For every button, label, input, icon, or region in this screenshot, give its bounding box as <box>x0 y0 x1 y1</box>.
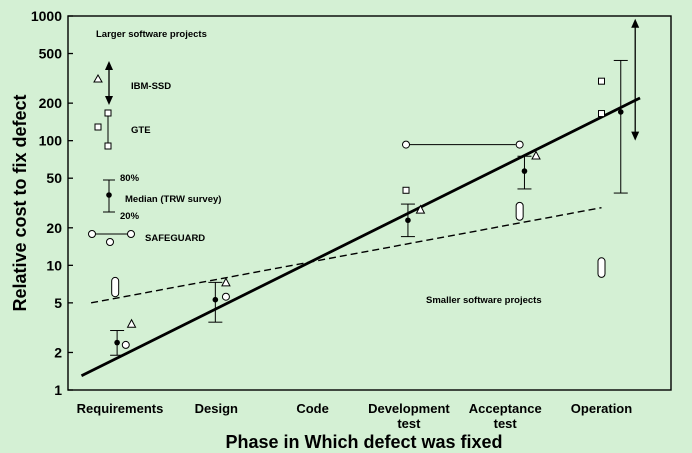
x-category-label: Design <box>195 401 238 416</box>
y-axis-ticks: 1 2 5 10 20 50 100 200 500 1000 <box>31 8 73 398</box>
x-axis-categories: Requirements Design Code DevelopmenttestAcc… <box>77 401 633 431</box>
range-bars <box>110 18 640 356</box>
ibm-ssd-triangle-marker <box>126 318 137 328</box>
gte-square-marker <box>402 186 410 194</box>
x-axis-label: Phase in Which defect was fixed <box>225 432 502 452</box>
y-tick-label: 100 <box>39 133 63 149</box>
x-category-label: Acceptance <box>469 401 542 416</box>
legend-ibm-ssd: IBM-SSD <box>131 81 171 92</box>
median-dot-marker <box>114 339 120 346</box>
small-project-range-bar <box>111 276 120 298</box>
legend-gte: GTE <box>131 125 151 136</box>
legend-gte-square-top <box>104 109 112 117</box>
legend-ibm-arrow-down <box>105 96 113 105</box>
y-tick-label: 10 <box>46 257 62 273</box>
x-category-label: Operation <box>571 401 632 416</box>
safeguard-circle-marker <box>221 292 230 301</box>
median-dot-marker <box>212 296 219 303</box>
legend-20-percent: 20% <box>120 211 140 222</box>
y-tick-label: 500 <box>39 46 63 62</box>
small-projects-trend-line <box>90 206 602 304</box>
median-dot-marker <box>617 109 624 115</box>
legend: Larger software projects IBM-SSD GTE 80%… <box>88 29 221 246</box>
safeguard-circle-marker <box>515 140 524 149</box>
x-category-label: Development <box>368 401 450 416</box>
gte-square-marker <box>598 110 605 118</box>
plot-area <box>67 15 672 391</box>
large-project-arrow-up <box>631 18 640 28</box>
y-axis-label: Relative cost to fix defect <box>10 94 30 311</box>
gte-square-marker <box>598 77 605 85</box>
ibm-ssd-triangle-marker <box>531 150 541 160</box>
y-tick-label: 2 <box>54 344 62 360</box>
y-tick-label: 5 <box>54 295 62 311</box>
x-category-label: Code <box>296 401 329 416</box>
legend-gte-square-bottom <box>104 142 112 150</box>
legend-safeguard-circle-right <box>127 230 135 238</box>
legend-median-trw: Median (TRW survey) <box>125 194 221 205</box>
legend-larger-projects: Larger software projects <box>96 29 207 40</box>
legend-circle-marker <box>106 238 114 246</box>
small-project-range-bar <box>515 201 524 221</box>
legend-triangle-marker <box>93 73 103 83</box>
y-tick-label: 200 <box>39 95 63 111</box>
legend-median-dot <box>106 192 112 198</box>
safeguard-circle-marker <box>121 340 130 349</box>
data-markers <box>114 77 624 349</box>
large-projects-trend-line <box>80 96 641 378</box>
ibm-ssd-triangle-marker <box>415 204 426 214</box>
large-project-arrow-down <box>631 131 640 141</box>
trend-lines <box>80 96 641 378</box>
x-category-label: test <box>494 416 518 431</box>
x-category-label: test <box>397 416 421 431</box>
median-dot-marker <box>521 168 528 174</box>
legend-ibm-arrow-up <box>105 61 113 70</box>
legend-square-marker <box>94 123 102 131</box>
median-dot-marker <box>405 217 411 224</box>
y-tick-label: 1000 <box>31 8 62 24</box>
y-tick-label: 50 <box>46 170 62 186</box>
y-tick-label: 20 <box>46 220 62 236</box>
ibm-ssd-triangle-marker <box>221 277 231 287</box>
annotation-smaller-projects: Smaller software projects <box>426 295 542 306</box>
legend-80-percent: 80% <box>120 173 140 184</box>
x-category-label: Requirements <box>77 401 164 416</box>
small-project-range-bar <box>597 257 606 278</box>
legend-safeguard: SAFEGUARD <box>145 233 205 244</box>
legend-safeguard-circle-left <box>88 230 96 238</box>
y-tick-label: 1 <box>54 382 62 398</box>
safeguard-circle-marker <box>402 140 411 149</box>
